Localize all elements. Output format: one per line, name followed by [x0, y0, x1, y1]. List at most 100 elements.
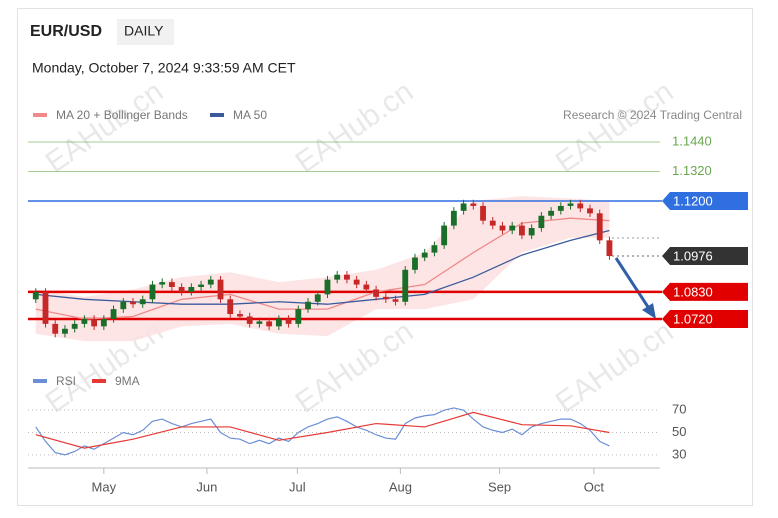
candle-body	[528, 228, 535, 236]
candle-body	[130, 301, 136, 305]
forecast-arrow	[614, 257, 652, 311]
candle-body	[188, 287, 195, 292]
candle-body	[32, 291, 39, 300]
candle-body	[120, 301, 127, 310]
legend-label: MA 20 + Bollinger Bands	[56, 108, 188, 122]
candle-body	[110, 309, 117, 319]
level-label: 1.0830	[673, 284, 713, 299]
candle-body	[139, 299, 146, 305]
candle-body	[207, 279, 214, 285]
candle-body	[470, 203, 477, 206]
candle-body	[256, 321, 263, 324]
legend-label: 9MA	[115, 374, 140, 388]
candle-body	[441, 225, 448, 246]
legend-swatch	[33, 379, 47, 383]
x-tick-label: Jun	[196, 479, 217, 494]
candle-body	[149, 284, 156, 300]
candle-body	[295, 309, 302, 324]
x-tick-label: Jul	[289, 479, 306, 494]
candle-body	[275, 318, 282, 327]
candle-body	[480, 205, 486, 221]
legend-swatch	[92, 379, 106, 383]
source: Research © 2024 Trading Central	[563, 108, 742, 122]
candle-body	[227, 299, 234, 315]
candle-body	[285, 318, 292, 324]
candle-body	[71, 323, 78, 329]
candle-body	[81, 318, 88, 324]
level-label: 1.1440	[672, 133, 712, 148]
forecast-arrow-head	[642, 303, 656, 319]
candle-body	[587, 208, 593, 214]
x-tick-label: Oct	[584, 479, 605, 494]
candle-body	[237, 314, 243, 317]
timeframe-box	[117, 19, 174, 45]
candle-body	[353, 279, 360, 285]
candle-body	[567, 203, 574, 206]
level-label: 1.1200	[673, 193, 713, 208]
candle-body	[499, 225, 506, 231]
rsi-line	[35, 407, 610, 456]
timeframe: DAILY	[124, 23, 164, 39]
candle-body	[314, 294, 321, 302]
frame	[17, 8, 753, 506]
candle-body	[489, 220, 496, 226]
candle-body	[431, 245, 438, 253]
candle-body	[460, 203, 467, 211]
level-label: 1.0976	[673, 248, 713, 263]
candle-body	[198, 284, 204, 288]
candle-body	[373, 289, 380, 297]
subtitle: Monday, October 7, 2024 9:33:59 AM CET	[32, 60, 296, 76]
candle-body	[577, 203, 584, 209]
y-tick-label: 50	[672, 424, 686, 439]
rsi-line	[35, 411, 610, 449]
level-tag	[662, 309, 748, 328]
candle-body	[421, 252, 428, 258]
candle-body	[305, 301, 311, 310]
candle-body	[402, 269, 409, 302]
level-tag	[662, 247, 748, 266]
bollinger-band	[35, 196, 610, 342]
candle-body	[596, 213, 603, 241]
y-tick-label: 30	[672, 446, 686, 461]
candle-body	[509, 225, 516, 231]
candle-body	[606, 240, 613, 257]
candle-body	[334, 274, 341, 280]
candle-body	[344, 274, 350, 280]
candle-body	[178, 287, 185, 292]
level-tag	[662, 282, 748, 301]
candle-body	[363, 284, 370, 290]
candle-body	[557, 205, 564, 211]
candle-body	[159, 282, 166, 285]
candle-body	[168, 282, 175, 288]
candle-body	[52, 323, 59, 334]
legend-label: RSI	[56, 374, 76, 388]
candle-body	[519, 225, 525, 236]
candle-body	[217, 279, 224, 300]
candle-body	[246, 316, 253, 324]
level-label: 1.0720	[673, 311, 713, 326]
legend-swatch	[210, 113, 224, 117]
level-tag	[662, 192, 748, 211]
candle-body	[548, 210, 555, 216]
candle-body	[412, 257, 418, 270]
candle-body	[392, 299, 399, 302]
candle-body	[382, 296, 389, 300]
candle-body	[42, 291, 49, 324]
candle-body	[324, 279, 331, 295]
level-label: 1.1320	[672, 163, 712, 178]
candle-body	[266, 321, 273, 327]
candle-body	[62, 328, 68, 334]
chart-title: EUR/USD	[30, 23, 102, 40]
legend-swatch	[33, 113, 47, 117]
candle-body	[100, 318, 107, 327]
candle-body	[91, 318, 98, 327]
y-tick-label: 70	[672, 402, 686, 417]
candle-body	[450, 210, 457, 226]
x-tick-label: May	[92, 479, 117, 494]
x-tick-label: Sep	[488, 479, 511, 494]
candle-body	[538, 215, 545, 229]
x-tick-label: Aug	[389, 479, 412, 494]
legend-label: MA 50	[233, 108, 267, 122]
